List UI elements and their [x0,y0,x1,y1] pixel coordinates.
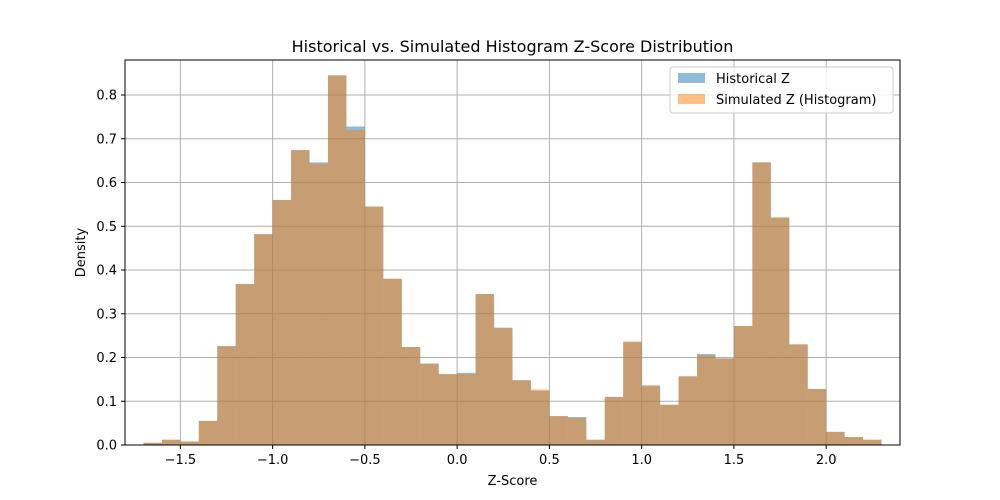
bar-simulated [733,326,753,445]
x-axis-label: Z-Score [488,474,538,489]
bar-simulated [752,162,771,445]
bar-simulated [475,294,495,445]
legend-label-simulated: Simulated Z (Histogram) [716,93,876,108]
bar-simulated [549,416,568,445]
bar-simulated [770,217,790,445]
bar-simulated [198,420,218,445]
y-tick-label: 0.1 [96,395,117,410]
legend: Historical Z Simulated Z (Histogram) [669,66,894,114]
bar-simulated [420,363,439,445]
chart-title: Historical vs. Simulated Histogram Z-Sco… [292,37,734,56]
bar-simulated [494,327,513,445]
bar-simulated [604,396,624,445]
bar-simulated [364,206,384,445]
bar-simulated [327,75,347,445]
y-tick-label: 0.3 [96,307,117,322]
bar-simulated [401,347,421,445]
x-tick-label: 0.0 [447,453,468,468]
x-tick-label: −1.5 [165,453,197,468]
bar-simulated [143,442,162,445]
bar-simulated [697,355,716,445]
bar-simulated [844,437,864,445]
bar-simulated [235,284,255,445]
y-tick-label: 0.7 [96,132,117,147]
y-tick-label: 0.4 [96,264,117,279]
bar-simulated [254,234,273,445]
x-tick-label: 1.5 [724,453,745,468]
bar-simulated [383,278,402,445]
bar-simulated [660,404,679,445]
bar-simulated [586,439,605,445]
bar-simulated [678,376,698,445]
ticks-layer: −1.5 −1.0 −0.5 0.0 0.5 1.0 1.5 2.0 0.0 0.1 0.2 0.3 0… [96,89,836,469]
y-tick-label: 0.6 [96,176,117,191]
bar-simulated [567,417,587,445]
legend-label-historical: Historical Z [716,72,790,87]
y-tick-label: 0.5 [96,220,117,235]
bar-simulated [715,358,734,445]
x-tick-label: −1.0 [257,453,289,468]
bar-simulated [807,389,827,445]
x-tick-label: 0.5 [539,453,560,468]
x-tick-label: −0.5 [349,453,381,468]
bar-simulated [641,385,661,445]
bar-simulated [530,389,550,445]
legend-swatch-historical [678,73,705,83]
x-tick-label: 2.0 [816,453,837,468]
bar-simulated [863,439,882,445]
axes-frame [124,59,901,446]
legend-box [669,66,894,114]
legend-swatch-simulated [678,94,705,104]
bars-layer [143,75,882,445]
bar-simulated [272,200,292,445]
bar-simulated [180,441,199,445]
y-tick-label: 0.0 [96,439,117,454]
y-tick-label: 0.2 [96,351,117,366]
x-tick-label: 1.0 [631,453,652,468]
bar-simulated [161,439,181,445]
bar-simulated [512,380,531,445]
y-axis-label: Density [74,227,89,277]
bar-simulated [826,431,845,445]
bar-simulated [438,374,458,445]
bar-simulated [346,130,365,445]
bar-simulated [309,163,328,445]
bar-simulated [789,344,808,445]
bar-simulated [623,341,642,445]
bar-simulated [457,374,476,445]
y-tick-label: 0.8 [96,89,117,104]
bar-simulated [217,346,236,445]
bar-simulated [291,150,310,445]
